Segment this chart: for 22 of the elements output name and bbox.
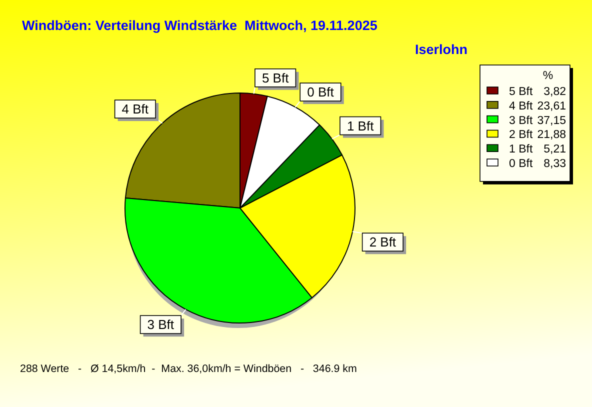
data-label: 5,21 [544, 144, 566, 156]
chart-title: Windböen: Verteilung Windstärke Mittwoch, 19.11.2025 [22, 18, 378, 33]
chart-subtitle: Iserlohn [415, 42, 468, 57]
data-label: 37,15 [537, 114, 566, 127]
slice-label: 3 Bft [147, 317, 174, 332]
legend-label: 2 Bft [509, 129, 534, 142]
data-label: 21,88 [537, 129, 566, 142]
slice-label: 5 Bft [262, 70, 290, 86]
legend-label: 4 Bft [509, 100, 534, 112]
data-label: 3,82 [544, 86, 566, 98]
slice-label: 2 Bft [369, 234, 396, 250]
legend-label: 5 Bft [509, 86, 534, 98]
data-label: 8,33 [544, 158, 566, 170]
legend-label: 3 Bft [509, 114, 534, 127]
text: 288 Werte - Ø 14,5km/h - Max. 36,0km/h = Windböen - 346.9 km [20, 363, 357, 375]
legend-label: 1 Bft [509, 144, 534, 156]
slice-label: 0 Bft [307, 84, 334, 100]
slice-label: 4 Bft [122, 102, 149, 117]
legend-title: % [542, 70, 554, 82]
data-label: 23,61 [537, 100, 566, 112]
slice-label: 1 Bft [346, 118, 374, 134]
legend-label: 0 Bft [509, 158, 534, 170]
